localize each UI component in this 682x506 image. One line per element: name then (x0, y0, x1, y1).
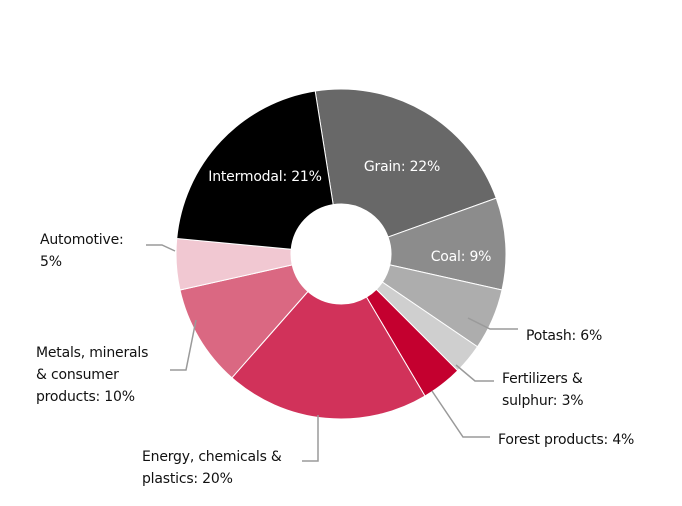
label-energy-line-1: Energy, chemicals & (142, 449, 282, 465)
label-fertilizers-line-2: sulphur: 3% (502, 393, 584, 409)
leader-line-automotive (146, 244, 176, 252)
slice-grain (314, 88, 497, 238)
label-automotive-line-2: 5% (40, 254, 62, 270)
leader-line-metals (170, 319, 197, 371)
label-automotive-line-1: Automotive: (40, 232, 124, 248)
label-metals-line-1: Metals, minerals (36, 345, 149, 361)
label-energy-chemicals-plastics: Energy, chemicals & plastics: 20% (142, 446, 282, 490)
label-fertilizers-sulphur: Fertilizers & sulphur: 3% (502, 368, 584, 412)
slice-intermodal (176, 90, 334, 250)
inside-label-grain: Grain: 22% (364, 159, 440, 175)
label-energy-line-2: plastics: 20% (142, 471, 233, 487)
label-metals-line-2: & consumer (36, 367, 119, 383)
leader-line-forest-products (431, 390, 490, 438)
label-potash: Potash: 6% (526, 328, 603, 344)
inside-label-intermodal: Intermodal: 21% (208, 169, 321, 185)
label-metals-line-3: products: 10% (36, 389, 135, 405)
leader-lines (146, 244, 518, 462)
inside-label-coal: Coal: 9% (431, 249, 492, 265)
leader-line-fertilizers (455, 364, 494, 382)
label-forest-products: Forest products: 4% (498, 432, 635, 448)
leader-line-potash (467, 317, 518, 330)
label-metals-minerals-consumer: Metals, minerals & consumer products: 10… (36, 342, 148, 408)
label-automotive: Automotive: 5% (40, 229, 124, 273)
donut-slices (175, 88, 507, 420)
leader-line-energy (302, 415, 319, 462)
label-fertilizers-line-1: Fertilizers & (502, 371, 583, 387)
